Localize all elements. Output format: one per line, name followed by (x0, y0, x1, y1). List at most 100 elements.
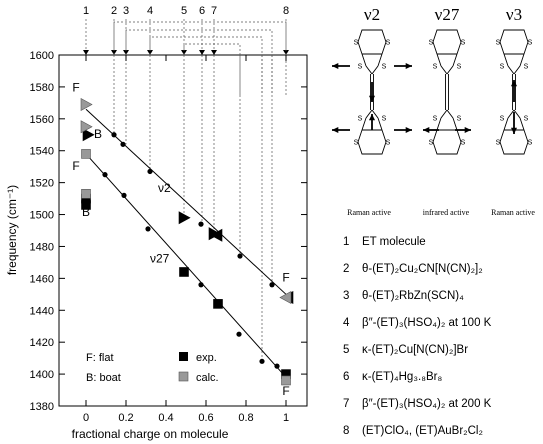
top-marker-bracket (113, 21, 287, 95)
sulfur-atom: S (524, 64, 529, 71)
curve-label: ν27 (150, 251, 170, 265)
top-marker-label: 7 (211, 5, 217, 17)
compound-name: κ-(ET)₄Hg₃.₈Br₈ (362, 371, 442, 383)
ring-bond (432, 141, 462, 155)
fit-line-point (274, 363, 280, 369)
top-marker-arrow (199, 50, 205, 55)
compound-number: 7 (343, 398, 349, 410)
ring-bond (377, 117, 383, 131)
ring-bond (499, 29, 529, 43)
sulfur-atom: S (500, 64, 505, 71)
ring-bond (499, 41, 505, 55)
sulfur-atom: S (386, 140, 391, 147)
x-tick-label: 0.2 (118, 412, 133, 424)
fit-line-point (121, 192, 127, 198)
y-tick-label: 1500 (30, 210, 54, 222)
legend-calc-swatch (178, 371, 189, 382)
sulfur-atom: S (382, 116, 387, 123)
point-annotation: B (94, 127, 102, 141)
top-marker-label: 8 (283, 5, 289, 17)
fit-line-point (237, 253, 243, 259)
square-marker (81, 200, 91, 210)
square-marker (81, 189, 91, 199)
fit-line-point (259, 358, 265, 364)
ring-bond (357, 129, 363, 143)
data-markers (80, 97, 294, 386)
mode-title-nu2: ν2 (364, 5, 380, 24)
legend-calc-label: calc. (196, 372, 219, 384)
compound-name: ET molecule (362, 236, 426, 248)
fit-line-point (198, 282, 204, 288)
left-triangle-marker (279, 291, 292, 305)
et-molecule: S S S S S S S S (423, 29, 471, 155)
compound-name: (ET)ClO₄, (ET)AuBr₂Cl₂ (362, 425, 483, 437)
y-tick-label: 1460 (30, 273, 54, 285)
ring-bond (381, 41, 387, 55)
plot-area: 1380140014201440146014801500152015401560… (30, 5, 308, 424)
ring-bond (456, 129, 462, 143)
ring-bond (357, 29, 387, 43)
point-annotations: F B F B F F (72, 81, 289, 398)
top-marker-arrow (283, 50, 289, 55)
ring-bond (371, 109, 379, 119)
ring-bond (432, 29, 462, 43)
ring-bond (436, 53, 442, 67)
ring-bond (507, 65, 515, 75)
arrow-head (368, 95, 376, 102)
fit-line-point (120, 141, 126, 147)
square-marker (213, 299, 223, 309)
mode-title-nu27: ν27 (435, 5, 460, 24)
sulfur-atom: S (457, 116, 462, 123)
arrow-head (332, 126, 339, 134)
fit-line-point (102, 172, 108, 178)
sulfur-atom: S (433, 116, 438, 123)
left-triangle-marker (210, 228, 223, 242)
top-marker-label: 1 (83, 5, 89, 17)
sulfur-atom: S (528, 140, 533, 147)
sulfur-atom: S (386, 40, 391, 47)
x-tick-label: 1 (283, 412, 289, 424)
ring-bond (519, 53, 525, 67)
ring-bond (523, 129, 529, 143)
legend-boat-label: B: boat (86, 372, 121, 384)
point-annotation: F (72, 81, 79, 95)
fit-line-point (147, 168, 153, 175)
ring-bond (452, 53, 458, 67)
ring-bond (507, 109, 515, 119)
fit-line-point (269, 282, 275, 288)
compound-name: β″-(ET)₃(HSO₄)₂ at 100 K (362, 317, 492, 329)
compound-number: 8 (343, 425, 349, 437)
square-marker (81, 149, 91, 159)
sulfur-atom: S (354, 140, 359, 147)
ring-bond (357, 141, 387, 155)
et-molecule-drawings: S S S S S S S S S S S S S S S S S S S S S S S S (332, 29, 533, 155)
right-triangle-marker (80, 97, 93, 111)
sulfur-atom: S (524, 116, 529, 123)
x-axis-title: fractional charge on molecule (72, 427, 229, 441)
compound-name: κ-(ET)₂Cu[N(CN)₂]Br (362, 344, 468, 356)
arrow-head (510, 80, 518, 87)
y-axis-title: frequency (cm⁻¹) (5, 185, 19, 275)
y-tick-label: 1480 (30, 241, 54, 253)
right-triangle-marker (82, 128, 95, 142)
sulfur-atom: S (496, 140, 501, 147)
sulfur-atom: S (429, 140, 434, 147)
x-tick-label: 0.8 (238, 412, 253, 424)
fit-line-point (145, 226, 151, 232)
fit-line (85, 108, 287, 295)
legend: F: flat B: boat exp. calc. (86, 352, 219, 384)
sulfur-atom: S (358, 116, 363, 123)
ring-bond (381, 129, 387, 143)
ring-bond (452, 117, 458, 131)
legend-exp-swatch (179, 352, 188, 361)
compound-number: 4 (343, 317, 350, 329)
compound-number: 2 (343, 263, 349, 275)
legend-flat-label: F: flat (86, 352, 114, 364)
fit-lines: ν2 ν27 (85, 108, 287, 378)
ring-bond (357, 41, 363, 55)
compound-name: θ-(ET)₂RbZn(SCN)₄ (362, 290, 464, 302)
top-marker-label: 2 (111, 5, 117, 17)
compound-number: 3 (343, 290, 349, 302)
ring-bond (371, 65, 379, 75)
